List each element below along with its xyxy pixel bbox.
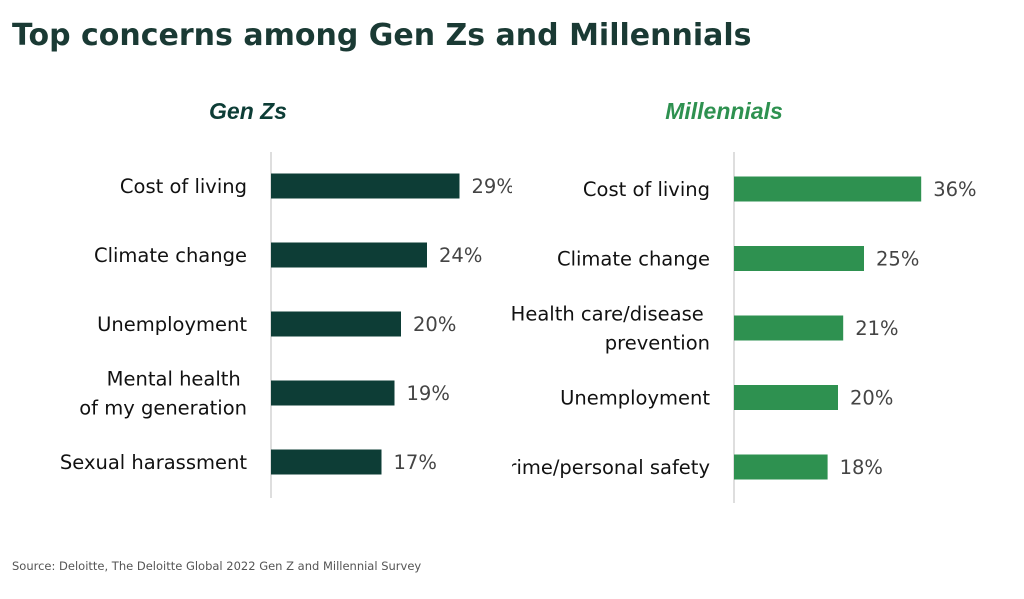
source-note: Source: Deloitte, The Deloitte Global 20… [12, 559, 422, 573]
gen-z-panel-title: Gen Zs [209, 98, 287, 124]
gen-z-bar-mental-health-of-my-generation [271, 380, 395, 406]
gen-z-value-label-cost-of-living: 29% [472, 175, 513, 198]
gen-z-category-label-mental-health-of-my-generation: Mental health of my generation [79, 368, 247, 420]
gen-z-value-label-unemployment: 20% [413, 313, 456, 336]
millennials-value-label-crime-personal-safety: 18% [840, 456, 883, 479]
millennials-bar-crime-personal-safety [734, 454, 828, 480]
gen-z-bar-sexual-harassment [271, 449, 382, 475]
gen-z-bar-cost-of-living [271, 173, 460, 199]
millennials-value-label-cost-of-living: 36% [933, 178, 976, 201]
millennials-value-label-unemployment: 20% [850, 387, 893, 410]
millennials-bar-health-care-disease-prevention [734, 315, 844, 341]
millennials-value-label-climate-change: 25% [876, 248, 919, 271]
millennials-category-label-climate-change: Climate change [557, 248, 710, 271]
millennials-category-label-crime-personal-safety: Crime/personal safety [512, 456, 710, 479]
gen-z-value-label-mental-health-of-my-generation: 19% [407, 382, 450, 405]
gen-z-category-label-unemployment: Unemployment [97, 313, 247, 336]
gen-z-category-label-cost-of-living: Cost of living [120, 175, 247, 198]
chart-gen-z: Gen Zs 29% Cost of living 24% Climate change… [60, 98, 513, 498]
millennials-bar-unemployment [734, 385, 838, 410]
millennials-category-label-unemployment: Unemployment [560, 387, 710, 410]
gen-z-bar-climate-change [271, 242, 427, 268]
gen-z-bar-unemployment [271, 311, 401, 337]
millennials-category-label-cost-of-living: Cost of living [583, 178, 710, 201]
gen-z-category-label-sexual-harassment: Sexual harassment [60, 451, 247, 474]
millennials-value-label-health-care-disease-prevention: 21% [855, 317, 898, 340]
gen-z-category-label-climate-change: Climate change [94, 244, 247, 267]
gen-z-value-label-sexual-harassment: 17% [394, 451, 437, 474]
gen-z-value-label-climate-change: 24% [439, 244, 482, 267]
millennials-bar-climate-change [734, 246, 864, 271]
millennials-category-label-health-care-disease-prevention: Health care/disease prevention [512, 303, 710, 355]
chart-millennials: Millennials 36% Cost of living 25% Climate c… [512, 98, 977, 503]
page-title: Top concerns among Gen Zs and Millennial… [12, 18, 752, 53]
millennials-panel-title: Millennials [665, 98, 783, 124]
millennials-bar-cost-of-living [734, 176, 922, 202]
